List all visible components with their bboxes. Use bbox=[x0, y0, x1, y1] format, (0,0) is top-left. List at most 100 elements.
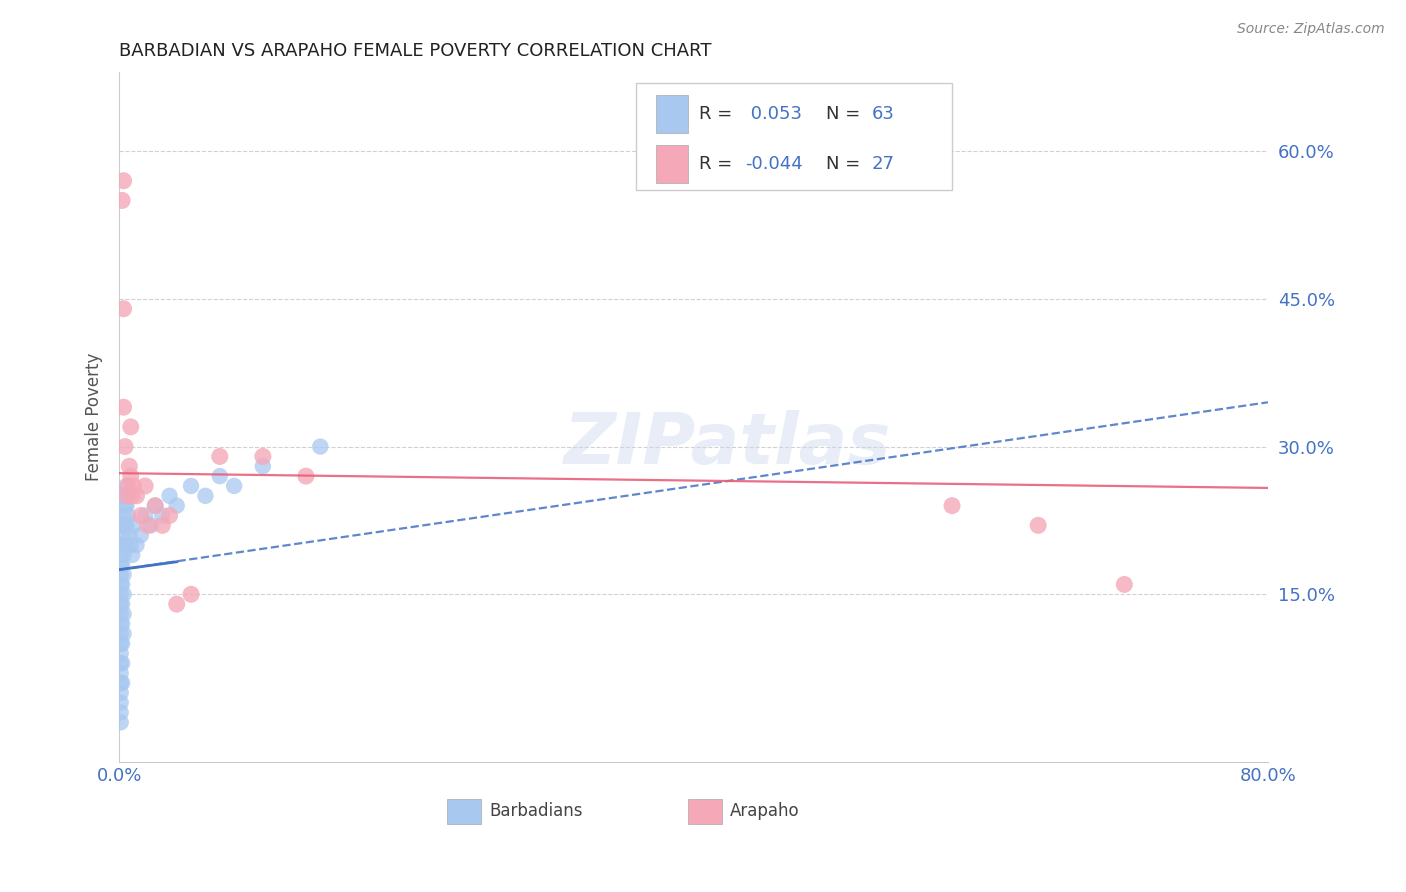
Point bbox=[110, 646, 132, 660]
Point bbox=[115, 499, 138, 513]
Point bbox=[117, 508, 139, 523]
Point bbox=[110, 626, 132, 640]
Point bbox=[180, 587, 202, 601]
Point bbox=[110, 577, 132, 591]
Point bbox=[111, 656, 134, 670]
Point bbox=[115, 518, 138, 533]
Point bbox=[114, 518, 136, 533]
Point bbox=[114, 538, 136, 552]
Point bbox=[112, 587, 135, 601]
Point bbox=[120, 420, 142, 434]
Point bbox=[110, 587, 132, 601]
Point bbox=[112, 567, 135, 582]
FancyBboxPatch shape bbox=[447, 799, 481, 823]
Point bbox=[114, 499, 136, 513]
Point bbox=[208, 450, 231, 464]
Point bbox=[134, 508, 156, 523]
Point bbox=[143, 499, 166, 513]
Point bbox=[125, 489, 148, 503]
Text: N =: N = bbox=[825, 105, 860, 123]
Text: ZIPatlas: ZIPatlas bbox=[564, 410, 891, 479]
Point bbox=[120, 538, 142, 552]
FancyBboxPatch shape bbox=[636, 83, 952, 190]
Point bbox=[136, 518, 159, 533]
Point bbox=[112, 401, 135, 415]
Y-axis label: Female Poverty: Female Poverty bbox=[86, 353, 103, 481]
Point bbox=[110, 607, 132, 621]
Text: R =: R = bbox=[699, 105, 733, 123]
Text: 27: 27 bbox=[872, 155, 894, 173]
Point bbox=[180, 479, 202, 493]
Point bbox=[115, 489, 138, 503]
Text: Barbadians: Barbadians bbox=[489, 802, 582, 820]
Point bbox=[1026, 518, 1049, 533]
Point bbox=[295, 469, 318, 483]
Point bbox=[110, 548, 132, 562]
Text: Source: ZipAtlas.com: Source: ZipAtlas.com bbox=[1237, 22, 1385, 37]
Point bbox=[118, 528, 141, 542]
Point bbox=[139, 518, 162, 533]
Point bbox=[208, 469, 231, 483]
Point bbox=[111, 597, 134, 611]
Point bbox=[110, 636, 132, 650]
Point bbox=[129, 508, 152, 523]
Point bbox=[111, 616, 134, 631]
FancyBboxPatch shape bbox=[655, 95, 688, 133]
Point bbox=[111, 194, 134, 208]
Point bbox=[110, 676, 132, 690]
Text: Arapaho: Arapaho bbox=[730, 802, 800, 820]
Point bbox=[150, 518, 173, 533]
Point bbox=[112, 508, 135, 523]
Point bbox=[110, 656, 132, 670]
Point bbox=[194, 489, 217, 503]
Point bbox=[309, 440, 332, 454]
Point bbox=[110, 558, 132, 572]
Point bbox=[110, 538, 132, 552]
Point bbox=[110, 597, 132, 611]
Point bbox=[941, 499, 963, 513]
Text: 63: 63 bbox=[872, 105, 894, 123]
Point bbox=[114, 440, 136, 454]
Text: R =: R = bbox=[699, 155, 733, 173]
Point bbox=[110, 518, 132, 533]
FancyBboxPatch shape bbox=[655, 145, 688, 183]
Point bbox=[111, 489, 134, 503]
Point bbox=[252, 450, 274, 464]
Point bbox=[134, 479, 156, 493]
Point bbox=[111, 577, 134, 591]
Point bbox=[117, 489, 139, 503]
Text: -0.044: -0.044 bbox=[745, 155, 803, 173]
Point bbox=[110, 616, 132, 631]
Point bbox=[224, 479, 246, 493]
Point bbox=[112, 607, 135, 621]
Point bbox=[112, 528, 135, 542]
Text: N =: N = bbox=[825, 155, 860, 173]
Point bbox=[111, 518, 134, 533]
Point bbox=[111, 676, 134, 690]
Point bbox=[112, 174, 135, 188]
Point bbox=[118, 459, 141, 474]
Point bbox=[150, 508, 173, 523]
Point bbox=[143, 499, 166, 513]
FancyBboxPatch shape bbox=[688, 799, 723, 823]
Point bbox=[129, 528, 152, 542]
Point bbox=[166, 499, 188, 513]
Point bbox=[166, 597, 188, 611]
Point bbox=[159, 508, 181, 523]
Point bbox=[117, 479, 139, 493]
Point bbox=[1114, 577, 1136, 591]
Point bbox=[115, 479, 138, 493]
Point bbox=[110, 696, 132, 710]
Point bbox=[121, 548, 143, 562]
Point bbox=[122, 479, 145, 493]
Point bbox=[112, 301, 135, 316]
Text: 0.053: 0.053 bbox=[745, 105, 803, 123]
Point bbox=[122, 518, 145, 533]
Point bbox=[111, 636, 134, 650]
Point bbox=[112, 626, 135, 640]
Point bbox=[110, 567, 132, 582]
Point bbox=[110, 686, 132, 700]
Point bbox=[252, 459, 274, 474]
Point bbox=[111, 558, 134, 572]
Point bbox=[159, 489, 181, 503]
